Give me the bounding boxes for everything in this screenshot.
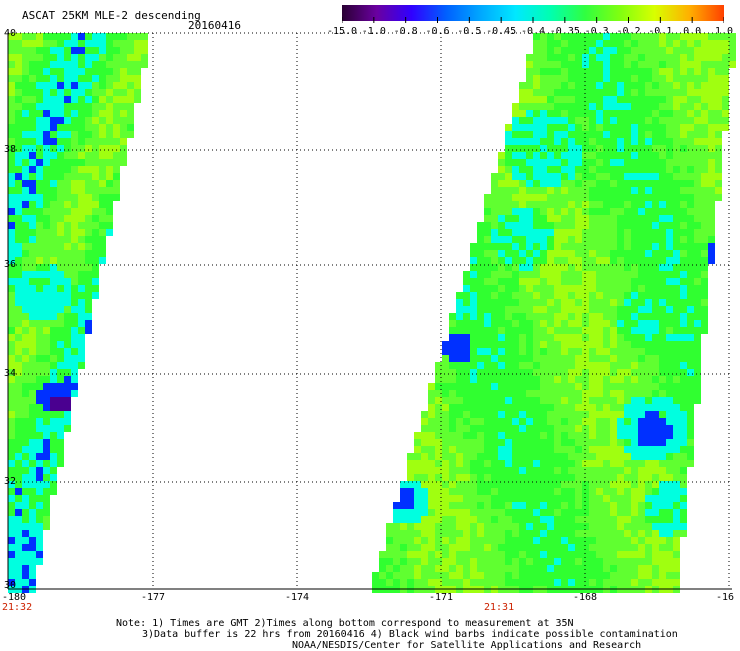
map-date: 20160416 (188, 19, 241, 32)
colorbar-tick-label: -0.8 (393, 26, 418, 37)
colorbar-tick-label: -0.6 (425, 26, 450, 37)
lat-label-32: 32 (4, 476, 17, 487)
colorbar-tick-label: 1.0 (714, 26, 734, 37)
map-title: ASCAT 25KM MLE-2 descending (22, 9, 201, 22)
lon-label-165: -16 (716, 592, 735, 603)
colorbar-tick-label: -0.2 (616, 26, 641, 37)
lon-label-177: -177 (141, 592, 166, 603)
note-line-1: Note: 1) Times are GMT 2)Times along bot… (116, 618, 574, 629)
colorbar-tick-label: -0.45 (486, 26, 517, 37)
lat-label-36: 36 (4, 259, 17, 270)
colorbar (341, 5, 725, 27)
time-label-right: 21:31 (484, 602, 515, 613)
note-line-3: NOAA/NESDIS/Center for Satellite Applica… (292, 640, 642, 651)
lat-label-34: 34 (4, 368, 17, 379)
colorbar-tick-label: -1.0 (361, 26, 386, 37)
lon-label-171: -171 (429, 592, 454, 603)
lon-label-168: -168 (573, 592, 598, 603)
colorbar-tick-label: 0.0 (683, 26, 702, 37)
colorbar-tick-label: -0.1 (648, 26, 673, 37)
time-label-left: 21:32 (2, 602, 33, 613)
lat-label-30: 30 (4, 580, 17, 591)
lon-label-180: -180 (2, 592, 27, 603)
colorbar-gradient (341, 5, 725, 23)
note-line-2: 3)Data buffer is 22 hrs from 20160416 4)… (142, 629, 678, 640)
lat-label-38: 38 (4, 144, 17, 155)
lon-label-174: -174 (285, 592, 310, 603)
colorbar-tick-label: -15.0 (326, 26, 358, 37)
swath-cells (8, 33, 736, 593)
colorbar-tick-label: -0.5 (457, 26, 482, 37)
lat-label-40: 40 (4, 28, 17, 39)
colorbar-tick-label: -0.3 (584, 26, 609, 37)
colorbar-tick-label: -0.35 (549, 26, 580, 37)
colorbar-tick-label: -0.4 (520, 26, 546, 37)
